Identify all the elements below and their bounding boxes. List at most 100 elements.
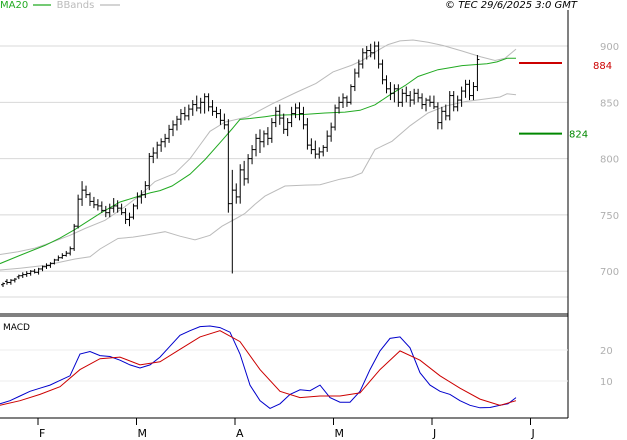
price-bar xyxy=(147,152,152,191)
price-bars xyxy=(1,41,480,287)
price-bar xyxy=(234,183,239,204)
price-bar xyxy=(388,82,393,101)
price-bar xyxy=(186,104,191,121)
ma20-line-group xyxy=(0,57,516,265)
price-bar xyxy=(72,223,77,251)
price-bar xyxy=(242,160,247,186)
price-bar xyxy=(459,86,464,107)
price-bar xyxy=(463,79,468,98)
price-bar xyxy=(372,41,377,60)
price-bar xyxy=(76,194,81,229)
price-bar xyxy=(111,198,116,213)
bbands-upper-line xyxy=(0,39,517,255)
price-bar xyxy=(80,181,85,206)
chart-legend: MA20 BBands xyxy=(0,0,122,11)
price-bar xyxy=(305,118,310,150)
price-bar xyxy=(123,208,128,224)
month-tick-label: A xyxy=(236,427,244,440)
price-bar xyxy=(246,154,251,184)
price-bar xyxy=(333,104,338,131)
price-bar xyxy=(115,200,120,213)
support-resistance-levels: 884 824 xyxy=(519,61,612,141)
price-bar xyxy=(364,46,369,60)
price-bar xyxy=(12,277,17,283)
price-bar xyxy=(424,97,429,112)
price-bar xyxy=(273,106,278,128)
price-bar xyxy=(250,145,255,165)
resistance-label: 884 xyxy=(593,61,612,72)
price-bar xyxy=(254,133,259,157)
signal-line xyxy=(0,330,517,406)
price-bar xyxy=(107,203,112,218)
price-bar xyxy=(412,88,417,105)
price-bar xyxy=(139,190,144,204)
price-bar xyxy=(20,272,25,278)
legend-bbands: BBands xyxy=(56,0,95,11)
price-bar xyxy=(103,205,108,218)
price-bar xyxy=(384,75,389,94)
price-bar xyxy=(4,279,9,285)
price-bar xyxy=(36,267,41,275)
price-bar xyxy=(341,93,345,108)
macd-line xyxy=(0,325,517,409)
ma20-line xyxy=(0,57,516,265)
price-bar xyxy=(313,140,318,159)
price-bar xyxy=(269,118,274,143)
price-bar xyxy=(404,86,409,103)
price-bar xyxy=(44,263,49,269)
price-bar xyxy=(317,147,322,159)
support-label: 824 xyxy=(569,130,588,141)
price-bar xyxy=(174,115,179,131)
month-tick-label: J xyxy=(531,427,535,440)
price-bar xyxy=(178,109,183,125)
price-bar xyxy=(447,91,452,121)
legend-bbands-swatch xyxy=(99,4,120,6)
price-bar xyxy=(293,103,298,119)
price-bar xyxy=(230,169,235,274)
price-bar xyxy=(1,282,5,287)
price-bar xyxy=(427,95,432,107)
price-bar xyxy=(8,279,13,285)
legend-ma20: MA20 xyxy=(0,0,29,11)
price-bar xyxy=(368,43,373,58)
price-bar xyxy=(171,120,175,137)
price-bar xyxy=(28,270,33,276)
price-bar xyxy=(64,250,69,257)
grid xyxy=(0,45,568,298)
price-bar xyxy=(396,84,401,107)
price-tick-label: 750 xyxy=(600,211,619,222)
price-bar xyxy=(420,93,425,110)
price-bar xyxy=(151,147,156,164)
price-bar xyxy=(68,246,73,256)
price-bar xyxy=(182,106,187,121)
price-bar xyxy=(352,68,357,92)
price-bar xyxy=(301,106,306,130)
price-bar xyxy=(337,96,342,114)
bollinger-bands xyxy=(0,39,517,271)
macd-tick-label: 10 xyxy=(600,377,613,388)
price-bar xyxy=(24,271,29,277)
price-bar xyxy=(408,91,413,107)
price-bar xyxy=(52,258,57,265)
price-bar xyxy=(48,262,53,268)
price-bar xyxy=(84,185,89,199)
price-bar xyxy=(443,104,448,121)
price-bar xyxy=(159,138,164,152)
legend-ma20-swatch xyxy=(33,4,52,6)
price-bar xyxy=(16,274,21,280)
price-bar xyxy=(360,48,365,69)
month-tick-label: M xyxy=(335,427,345,440)
price-bar xyxy=(214,106,219,119)
price-bar xyxy=(277,104,282,125)
price-bar xyxy=(380,59,385,85)
price-bar xyxy=(467,79,472,101)
month-tick-label: F xyxy=(39,427,45,440)
price-bar xyxy=(376,41,381,69)
price-bar xyxy=(163,133,168,148)
price-tick-label: 700 xyxy=(600,267,619,278)
price-bar xyxy=(321,145,326,157)
price-tick-label: 850 xyxy=(600,98,619,109)
month-tick-label: M xyxy=(138,427,148,440)
price-bar xyxy=(32,268,37,274)
